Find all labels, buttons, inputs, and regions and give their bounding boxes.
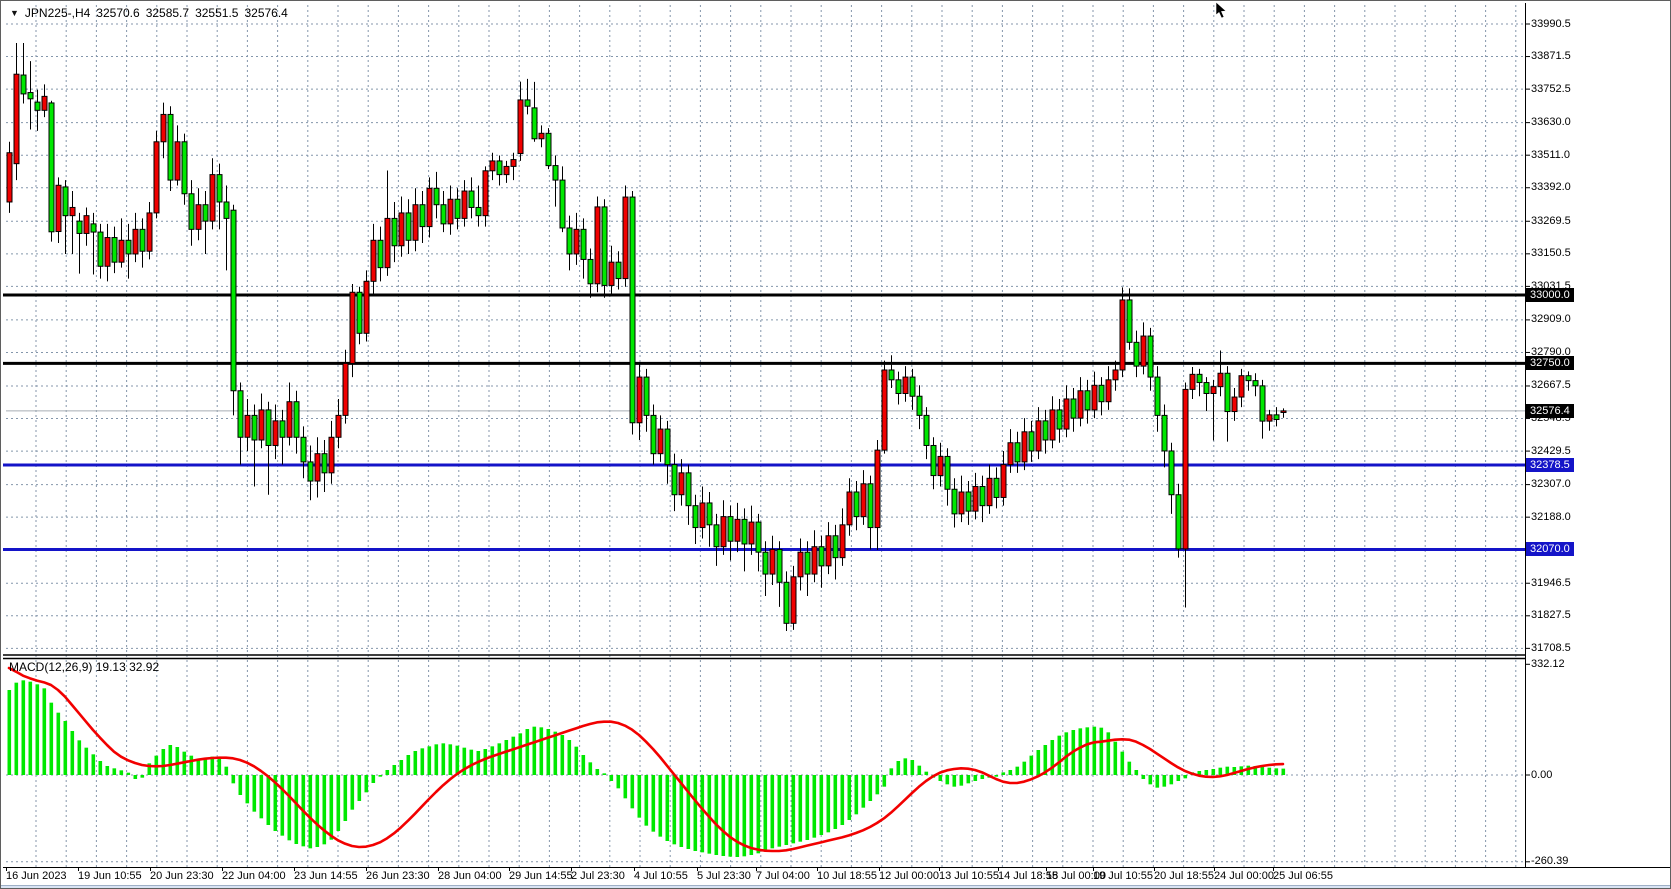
ohlc-high: 32585.7 — [145, 6, 190, 20]
mouse-cursor — [1215, 2, 1227, 19]
hline-label: 32070.0 — [1526, 542, 1574, 557]
time-tick-label: 13 Jul 10:55 — [939, 870, 999, 882]
price-tick-label: 33511.0 — [1531, 148, 1570, 161]
price-tick-label: 32909.0 — [1531, 313, 1571, 326]
candles-layer — [6, 43, 1287, 631]
price-tick-label: 33392.0 — [1531, 181, 1571, 194]
time-tick-label: 19 Jul 10:55 — [1093, 870, 1153, 882]
hline-label: 32378.5 — [1526, 458, 1574, 473]
time-tick-label: 19 Jun 10:55 — [78, 870, 142, 882]
time-tick-label: 12 Jul 00:00 — [879, 870, 939, 882]
price-tick-label: 33990.5 — [1531, 17, 1571, 30]
price-tick-label: 31946.5 — [1531, 576, 1571, 589]
time-tick-label: 20 Jul 18:55 — [1154, 870, 1214, 882]
time-tick-label: 26 Jun 23:30 — [366, 870, 430, 882]
symbol-timeframe: JPN225-,H4 — [24, 6, 91, 20]
time-tick-label: 4 Jul 10:55 — [634, 870, 688, 882]
price-tick-label: 31827.5 — [1531, 609, 1571, 622]
current-price-label: 32576.4 — [1526, 403, 1574, 418]
ohlc-close: 32576.4 — [244, 6, 288, 20]
ohlc-open: 32570.6 — [96, 6, 140, 20]
time-tick-label: 22 Jun 04:00 — [222, 870, 286, 882]
macd-axis-max: 332.12 — [1531, 657, 1565, 670]
price-tick-label: 33752.5 — [1531, 82, 1571, 95]
price-tick-label: 32790.0 — [1531, 345, 1571, 358]
hline-label: 32750.0 — [1526, 356, 1574, 371]
price-tick-label: 31708.5 — [1531, 641, 1571, 654]
price-tick-label: 32307.0 — [1531, 478, 1571, 491]
macd-axis-zero: 0.00 — [1531, 768, 1553, 781]
time-tick-label: 5 Jul 23:30 — [697, 870, 751, 882]
time-tick-label: 2 Jul 23:30 — [571, 870, 625, 882]
time-tick-label: 10 Jul 18:55 — [817, 870, 877, 882]
time-tick-label: 18 Jul 00:00 — [1046, 870, 1106, 882]
macd-signal-value: 32.92 — [129, 660, 160, 674]
price-tick-label: 32667.5 — [1531, 379, 1571, 392]
price-tick-label: 32188.0 — [1531, 510, 1571, 523]
price-tick-label: 33871.5 — [1531, 50, 1571, 63]
time-tick-label: 25 Jul 06:55 — [1273, 870, 1333, 882]
time-tick-label: 29 Jun 14:55 — [509, 870, 573, 882]
macd-axis-min: -260.39 — [1531, 855, 1569, 868]
price-tick-label: 33269.5 — [1531, 214, 1571, 227]
price-tick-label: 33150.5 — [1531, 247, 1571, 260]
macd-main-value: 19.13 — [95, 660, 126, 674]
time-tick-label: 28 Jun 04:00 — [438, 870, 502, 882]
price-tick-label: 33630.0 — [1531, 116, 1571, 129]
macd-layer — [7, 666, 1286, 857]
time-tick-label: 24 Jul 00:00 — [1214, 870, 1274, 882]
time-tick-label: 14 Jul 18:55 — [998, 870, 1058, 882]
window-bottom-edge — [1, 885, 1670, 888]
time-tick-label: 16 Jun 2023 — [6, 870, 67, 882]
macd-name: MACD(12,26,9) — [9, 660, 93, 674]
time-tick-label: 7 Jul 04:00 — [756, 870, 810, 882]
time-tick-label: 23 Jun 14:55 — [294, 870, 358, 882]
chart-dropdown-icon[interactable]: ▼ — [10, 8, 19, 18]
ohlc-low: 32551.5 — [195, 6, 239, 20]
macd-indicator-label: MACD(12,26,9) 19.13 32.92 — [9, 660, 159, 674]
price-tick-label: 32429.5 — [1531, 444, 1571, 457]
hline-label: 33000.0 — [1526, 288, 1574, 302]
time-tick-label: 20 Jun 23:30 — [150, 870, 214, 882]
chart-title: ▼ JPN225-,H4 32570.6 32585.7 32551.5 325… — [10, 6, 289, 20]
